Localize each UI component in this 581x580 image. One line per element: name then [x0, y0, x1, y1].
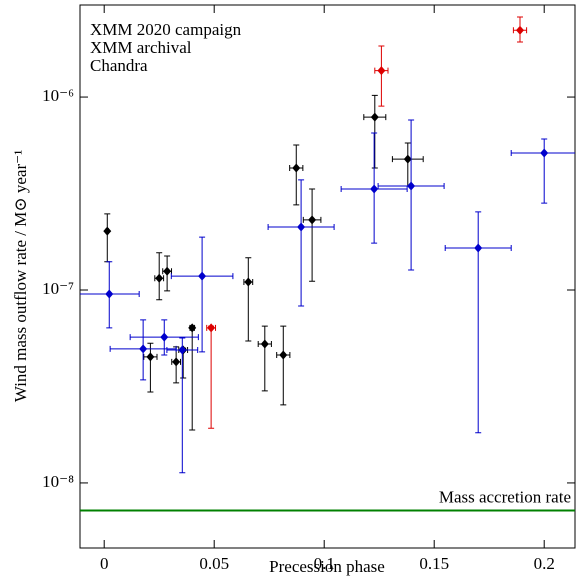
y-tick-label: 10⁻⁸	[42, 472, 74, 491]
marker	[178, 345, 187, 355]
marker	[103, 226, 112, 236]
marker	[540, 148, 549, 158]
marker	[160, 332, 169, 342]
y-error-bar	[189, 325, 196, 431]
y-error-bar	[147, 342, 154, 393]
marker	[474, 243, 483, 253]
marker	[155, 273, 164, 283]
y-error-bar	[298, 179, 305, 307]
x-tick-label: 0.05	[199, 554, 229, 573]
marker	[146, 352, 155, 362]
x-tick-label: 0.1	[314, 554, 335, 573]
y-error-bar	[293, 144, 300, 206]
y-axis-label: Wind mass outflow rate / M⊙ year⁻¹	[11, 150, 30, 402]
y-error-bar	[179, 337, 186, 474]
x-tick-label: 0	[100, 554, 109, 573]
marker	[370, 112, 379, 122]
y-error-bar	[371, 94, 378, 169]
marker	[105, 289, 114, 299]
marker	[279, 350, 288, 360]
marker	[403, 154, 412, 164]
marker	[370, 184, 379, 194]
marker	[377, 66, 386, 76]
marker	[139, 344, 148, 354]
y-error-bar	[404, 142, 411, 187]
y-error-bar	[208, 325, 215, 429]
plot-area	[80, 16, 575, 512]
x-axis-label: Precession phase	[269, 557, 385, 576]
marker	[188, 323, 197, 333]
y-error-bar	[104, 213, 111, 263]
marker	[260, 339, 269, 349]
y-tick-label: 10⁻⁷	[42, 279, 74, 298]
x-tick-label: 0.15	[419, 554, 449, 573]
x-tick-label: 0.2	[534, 554, 555, 573]
marker	[516, 25, 524, 35]
y-error-bar	[309, 188, 316, 282]
legend-entry: XMM 2020 campaign	[90, 20, 242, 39]
y-error-bar	[199, 236, 206, 353]
accretion-label: Mass accretion rate	[439, 487, 571, 506]
marker	[198, 271, 207, 281]
y-error-bar	[261, 325, 268, 392]
marker	[172, 357, 181, 367]
plot-frame	[79, 4, 576, 549]
marker	[407, 181, 416, 191]
y-error-bar	[280, 325, 287, 406]
y-error-bar	[245, 257, 252, 342]
marker	[297, 222, 306, 232]
marker	[163, 266, 172, 276]
marker	[244, 277, 253, 287]
y-tick-label: 10⁻⁶	[42, 86, 74, 105]
marker	[308, 215, 317, 225]
marker	[292, 163, 301, 173]
y-error-bar	[378, 45, 385, 107]
y-error-bar	[408, 119, 415, 271]
legend-entry: XMM archival	[90, 38, 192, 57]
legend-entry: Chandra	[90, 56, 148, 75]
marker	[207, 323, 216, 333]
